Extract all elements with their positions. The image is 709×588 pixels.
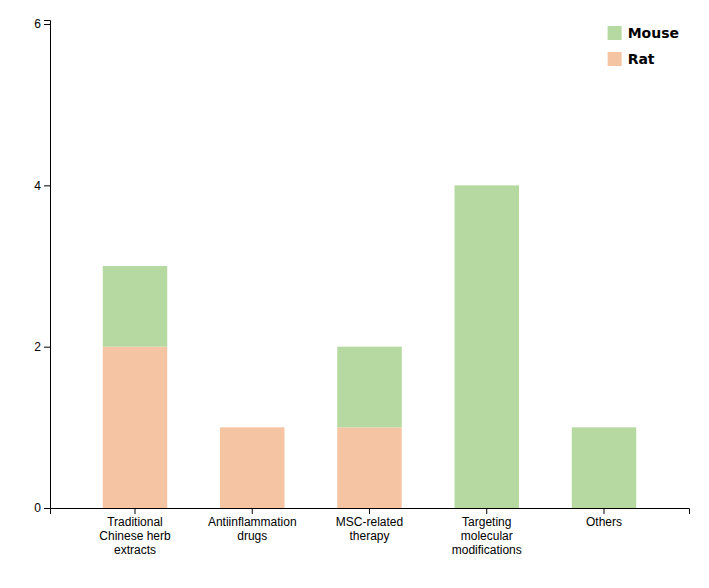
tick-label-line: Traditional	[107, 515, 163, 529]
legend-label: Rat	[628, 51, 655, 67]
tick-label: TraditionalChinese herbextracts	[99, 515, 171, 558]
x-tick: Antiinflammationdrugs	[208, 508, 297, 543]
y-tick: 6	[34, 17, 50, 31]
tick-label-line: molecular	[461, 529, 513, 543]
bar-series	[103, 185, 636, 508]
axis-line	[44, 21, 51, 509]
bar-series	[103, 347, 402, 508]
tick-label-line: MSC-related	[336, 515, 403, 529]
bar	[337, 347, 401, 428]
tick-label: Targetingmolecularmodifications	[452, 515, 522, 558]
bars	[103, 185, 636, 508]
bar	[220, 427, 284, 428]
tick-label-line: drugs	[237, 529, 267, 543]
y-axis: 0 2 4 6	[34, 17, 50, 515]
tick-mark	[44, 24, 50, 25]
legend-item: Mouse	[608, 25, 679, 41]
legend-label: Mouse	[628, 25, 679, 41]
tick-label-line: extracts	[114, 543, 156, 557]
tick-label: 2	[34, 340, 41, 354]
tick-label-line: Chinese herb	[99, 529, 171, 543]
tick-label: Others	[586, 515, 622, 529]
tick-label: 4	[34, 179, 41, 193]
y-tick: 0	[34, 501, 50, 515]
tick-mark	[603, 508, 604, 514]
bar	[103, 347, 167, 508]
tick-label-line: Others	[586, 515, 622, 529]
x-tick: Others	[586, 508, 622, 529]
legend: Mouse Rat	[608, 25, 679, 67]
tick-mark	[135, 508, 136, 514]
x-tick: Targetingmolecularmodifications	[452, 508, 522, 557]
tick-label: Antiinflammationdrugs	[208, 515, 297, 543]
x-axis: TraditionalChinese herbextracts Antiinfla…	[51, 508, 690, 557]
x-tick: MSC-relatedtherapy	[336, 508, 403, 543]
axis-line	[51, 509, 690, 515]
tick-label-line: Targeting	[462, 515, 511, 529]
y-tick: 2	[34, 340, 50, 354]
tick-label: MSC-relatedtherapy	[336, 515, 403, 543]
tick-mark	[252, 508, 253, 514]
y-tick: 4	[34, 179, 50, 193]
tick-mark	[44, 508, 50, 509]
tick-mark	[486, 508, 487, 514]
legend-item: Rat	[608, 51, 655, 67]
x-tick: TraditionalChinese herbextracts	[99, 508, 171, 557]
tick-label-line: therapy	[349, 529, 389, 543]
tick-mark	[369, 508, 370, 514]
tick-label-line: modifications	[452, 543, 522, 557]
chart: 0 2 4 6 TraditionalChinese herbextracts Antii…	[0, 0, 709, 588]
tick-label: 0	[34, 501, 41, 515]
bar	[337, 427, 401, 508]
tick-label: 6	[34, 17, 41, 31]
bar	[103, 266, 167, 347]
tick-label-line: Antiinflammation	[208, 515, 297, 529]
bar	[572, 427, 636, 508]
legend-swatch	[608, 52, 622, 66]
tick-mark	[44, 347, 50, 348]
tick-mark	[44, 185, 50, 186]
plot: 0 2 4 6 TraditionalChinese herbextracts Antii…	[34, 17, 689, 557]
bar	[220, 427, 284, 508]
bar	[455, 185, 519, 508]
legend-swatch	[608, 26, 622, 40]
